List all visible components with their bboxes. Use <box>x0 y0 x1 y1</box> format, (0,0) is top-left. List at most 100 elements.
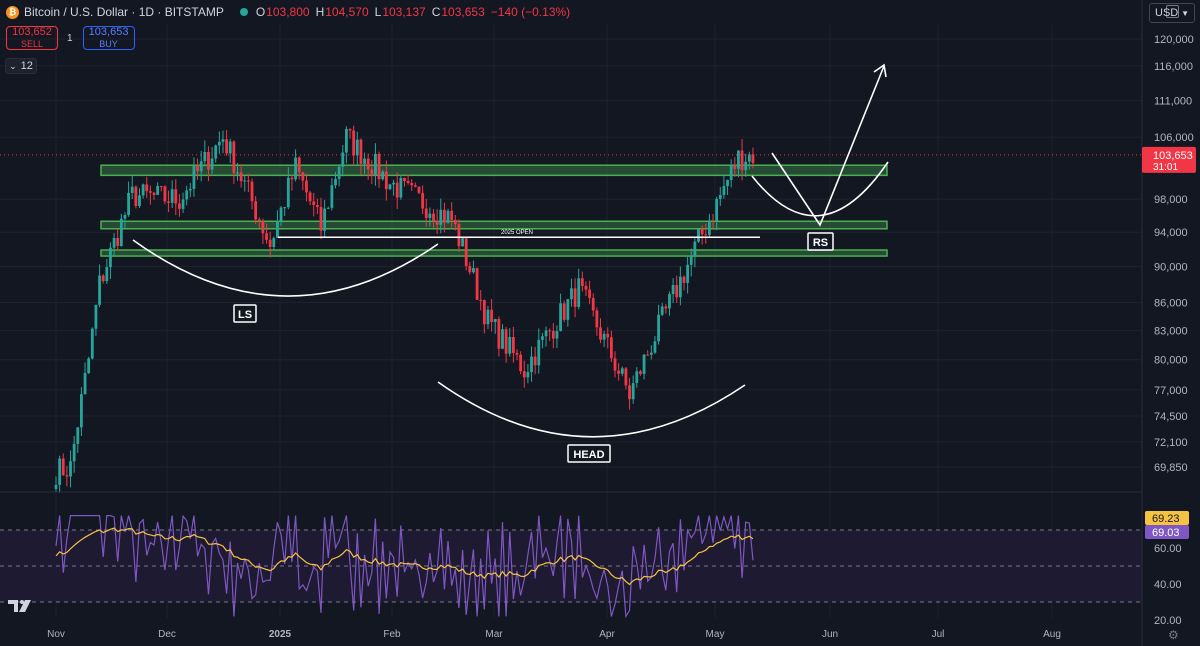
candle-body <box>261 221 265 234</box>
indicators-toggle-button[interactable]: ⌄ 12 <box>5 58 37 74</box>
candle-body <box>403 177 406 182</box>
candle-body <box>464 238 468 267</box>
candle-body <box>682 276 686 283</box>
candle-body <box>326 207 330 209</box>
symbol-title[interactable]: Bitcoin / U.S. Dollar · 1D · BITSTAMP <box>24 5 224 19</box>
candle-body <box>246 180 250 182</box>
right-shoulder-arc <box>751 161 889 217</box>
candle-body <box>65 475 69 477</box>
candle-body <box>72 443 76 462</box>
candle-body <box>591 297 595 311</box>
candle-body <box>123 215 127 219</box>
rsi-ma-value: 69.23 <box>1152 513 1180 525</box>
candle-body <box>312 201 316 205</box>
candle-body <box>294 157 297 180</box>
candle-body <box>421 192 425 209</box>
candle-body <box>185 190 189 200</box>
candle-body <box>330 185 334 208</box>
candle-body <box>239 172 243 182</box>
candle-body <box>384 171 388 190</box>
candle-body <box>664 306 668 309</box>
candle-body <box>363 158 366 164</box>
time-tick-label: Jun <box>822 629 838 640</box>
candle-body <box>214 145 218 159</box>
time-tick-label: Dec <box>158 629 176 640</box>
last-price-label-bg <box>1142 146 1196 173</box>
bitcoin-icon: ₿ <box>6 5 19 19</box>
candle-body <box>599 327 602 340</box>
candle-body <box>366 158 370 170</box>
time-tick-label: 2025 <box>269 629 292 640</box>
candle-body <box>228 141 232 154</box>
candle-body <box>708 220 711 235</box>
candle-body <box>232 141 236 174</box>
head-arc <box>437 381 746 438</box>
candle-body <box>606 333 610 338</box>
grid <box>0 24 1142 618</box>
candle-body <box>90 328 94 359</box>
candle-body <box>486 309 490 325</box>
candle-body <box>479 299 483 301</box>
price-change: −140 (−0.13%) <box>490 5 571 19</box>
candle-body <box>588 289 592 298</box>
candle-body <box>704 234 708 236</box>
candle-body <box>490 309 493 323</box>
rsi-value: 69.03 <box>1152 527 1180 539</box>
price-tick-label: 69,850 <box>1154 462 1188 474</box>
candle-body <box>453 219 457 225</box>
time-tick-label: Nov <box>47 629 65 640</box>
candle-body <box>631 383 635 400</box>
time-tick-label: Jul <box>932 629 945 640</box>
candle-body <box>522 371 526 378</box>
currency-select[interactable]: USD ▼ <box>1149 3 1195 23</box>
sr-zone <box>100 164 888 177</box>
candle-body <box>203 151 207 162</box>
candle-body <box>530 356 533 373</box>
candle-body <box>722 186 726 196</box>
candle-body <box>370 169 374 176</box>
candle-body <box>450 210 454 220</box>
candle-body <box>199 161 203 172</box>
candle-body <box>472 268 475 273</box>
candle-body <box>497 318 501 349</box>
settings-gear-icon[interactable]: ⚙ <box>1168 628 1179 642</box>
candle-body <box>504 329 508 354</box>
candle-body <box>700 229 704 235</box>
candle-body <box>254 201 258 220</box>
candle-body <box>345 128 348 153</box>
candle-body <box>646 354 650 356</box>
rsi-tick-label: 20.00 <box>1154 615 1182 627</box>
candle-body <box>689 255 693 265</box>
sr-zone <box>100 249 888 257</box>
candle-body <box>188 188 192 191</box>
price-tick-label: 77,000 <box>1154 385 1188 397</box>
candle-body <box>257 219 261 222</box>
candle-body <box>399 177 403 198</box>
pattern-label-box <box>233 304 257 323</box>
rsi-tick-label: 60.00 <box>1154 543 1182 555</box>
fullscreen-icon[interactable] <box>1166 5 1179 18</box>
candle-body <box>446 210 450 223</box>
candle-body <box>374 153 377 176</box>
candle-body <box>526 372 530 378</box>
candle-body <box>519 354 523 372</box>
candle-body <box>163 186 167 202</box>
candle-body <box>323 208 327 231</box>
buy-button[interactable]: 103,653 BUY <box>82 26 135 50</box>
candle-body <box>265 233 268 240</box>
sell-button[interactable]: 103,652 SELL <box>6 26 58 50</box>
candle-body <box>468 266 472 273</box>
candle-body <box>381 171 385 180</box>
rsi-line <box>55 514 754 619</box>
trade-panel: 103,652 SELL 1 103,653 BUY <box>6 26 135 50</box>
time-tick-label: Feb <box>383 629 401 640</box>
candle-body <box>577 278 581 307</box>
price-tick-label: 111,000 <box>1154 96 1192 108</box>
candle-body <box>609 337 613 359</box>
candle-body <box>286 177 290 208</box>
candle-body <box>301 172 305 181</box>
pattern-label: RS <box>813 237 828 249</box>
